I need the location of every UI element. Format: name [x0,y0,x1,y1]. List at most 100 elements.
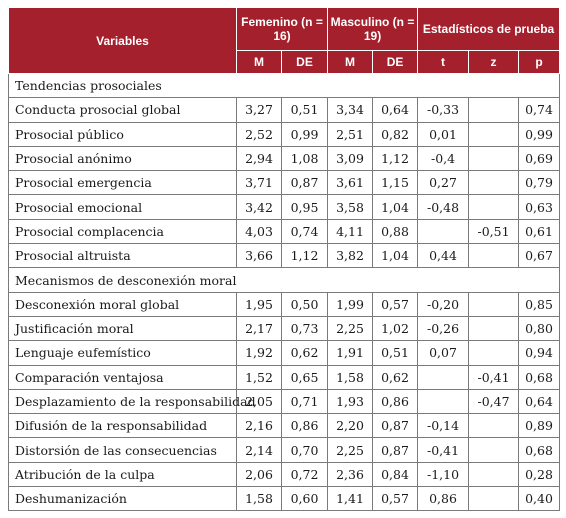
cell-t: 0,86 [417,486,470,512]
row-label: Atribución de la culpa [8,461,237,488]
cell-z: -0,51 [468,218,520,245]
cell-m-fem: 2,52 [236,121,282,147]
cell-m-mas: 3,09 [327,145,374,172]
cell-p: 0,79 [518,170,561,196]
cell-t [417,364,470,390]
cell-m-fem: 3,66 [236,243,282,269]
cell-de-mas: 0,82 [372,121,419,147]
section-label: Tendencias prosociales [7,72,561,99]
cell-m-mas: 3,61 [327,170,374,196]
row-label: Justificación moral [8,315,237,342]
cell-m-mas: 3,34 [327,97,374,123]
row-label: Difusión de la responsabilidad [8,413,237,439]
row-label: Prosocial público [8,121,237,147]
cell-de-mas: 1,04 [372,243,419,269]
cell-de-fem: 0,71 [280,388,329,415]
cell-p: 0,80 [518,315,561,342]
cell-de-fem: 1,12 [280,243,329,269]
cell-de-mas: 1,15 [372,170,419,196]
table-row: Prosocial anónimo 2,94 1,08 3,09 1,12 -0,4 0,6… [8,145,561,172]
cell-de-mas: 0,64 [372,97,419,123]
cell-m-mas: 2,25 [327,437,374,463]
cell-z [468,243,520,269]
cell-de-fem: 0,99 [280,121,329,147]
cell-de-fem: 0,60 [280,486,329,512]
cell-p: 0,28 [518,461,561,488]
subheader-m-mas: M [327,50,374,74]
subheader-de-fem: DE [280,50,329,74]
table-row: Desplazamiento de la responsabilidad 2,05… [8,388,561,415]
cell-m-mas: 1,99 [327,291,374,317]
cell-m-fem: 3,42 [236,194,282,220]
cell-p: 0,68 [518,437,561,463]
cell-de-mas: 0,62 [372,364,419,390]
cell-m-fem: 2,06 [236,461,282,488]
cell-de-fem: 0,51 [280,97,329,123]
cell-de-mas: 1,02 [372,315,419,342]
cell-m-fem: 2,05 [236,388,282,415]
cell-m-fem: 3,71 [236,170,282,196]
cell-t: -0,26 [417,315,470,342]
section-label: Mecanismos de desconexión moral [7,267,561,293]
cell-m-fem: 4,03 [236,218,282,245]
cell-m-mas: 1,91 [327,340,374,366]
row-label: Prosocial complacencia [8,218,237,245]
cell-z [468,145,520,172]
header-estadisticos: Estadísticos de prueba [417,7,561,51]
cell-de-mas: 1,12 [372,145,419,172]
cell-m-mas: 1,58 [327,364,374,390]
cell-t [417,388,470,415]
cell-t: 0,27 [417,170,470,196]
cell-m-fem: 2,94 [236,145,282,172]
cell-z [468,121,520,147]
cell-m-mas: 4,11 [327,218,374,245]
cell-z [468,437,520,463]
cell-t: -0,33 [417,97,470,123]
cell-p: 0,40 [518,486,561,512]
cell-de-mas: 0,57 [372,486,419,512]
cell-de-fem: 0,74 [280,218,329,245]
cell-m-mas: 3,58 [327,194,374,220]
cell-de-mas: 0,87 [372,437,419,463]
cell-p: 0,64 [518,388,561,415]
row-label: Prosocial altruista [8,243,237,269]
cell-de-fem: 0,65 [280,364,329,390]
cell-m-fem: 3,27 [236,97,282,123]
table-row: Distorsión de las consecuencias 2,14 0,70 2… [8,437,561,463]
table-row: Atribución de la culpa 2,06 0,72 2,36 0,84 -1… [8,461,561,488]
table-row: Prosocial emergencia 3,71 0,87 3,61 1,15 0,27… [8,170,561,196]
cell-m-mas: 2,51 [327,121,374,147]
cell-de-mas: 1,04 [372,194,419,220]
cell-m-fem: 2,16 [236,413,282,439]
header-masculino: Masculino (n = 19) [327,7,419,51]
cell-de-mas: 0,51 [372,340,419,366]
table-row: Comparación ventajosa 1,52 0,65 1,58 0,62 -0,… [8,364,561,390]
cell-t: -0,20 [417,291,470,317]
cell-m-fem: 1,92 [236,340,282,366]
cell-t [417,218,470,245]
cell-de-mas: 0,88 [372,218,419,245]
cell-t: -0,48 [417,194,470,220]
subheader-z: z [468,50,520,74]
cell-m-fem: 2,14 [236,437,282,463]
cell-de-mas: 0,87 [372,413,419,439]
cell-m-mas: 3,82 [327,243,374,269]
cell-z [468,461,520,488]
row-label: Desplazamiento de la responsabilidad [8,388,256,415]
cell-de-fem: 0,70 [280,437,329,463]
cell-m-mas: 2,20 [327,413,374,439]
table-row: Desconexión moral global 1,95 0,50 1,99 0,57… [8,291,561,317]
row-label: Conducta prosocial global [8,97,237,123]
cell-z [468,340,520,366]
row-label: Prosocial emergencia [8,170,237,196]
table-row: Difusión de la responsabilidad 2,16 0,86 2,… [8,413,561,439]
cell-m-fem: 2,17 [236,315,282,342]
results-table: Variables Femenino (n = 16) Masculino (n… [7,7,561,512]
cell-p: 0,68 [518,364,561,390]
table-row: Deshumanización 1,58 0,60 1,41 0,57 0,86 0,40 [8,486,561,512]
cell-m-mas: 1,93 [327,388,374,415]
section-row: Tendencias prosociales [7,72,561,99]
cell-z [468,315,520,342]
table-row: Lenguaje eufemístico 1,92 0,62 1,91 0,51 0,07… [8,340,561,366]
cell-t: -0,41 [417,437,470,463]
